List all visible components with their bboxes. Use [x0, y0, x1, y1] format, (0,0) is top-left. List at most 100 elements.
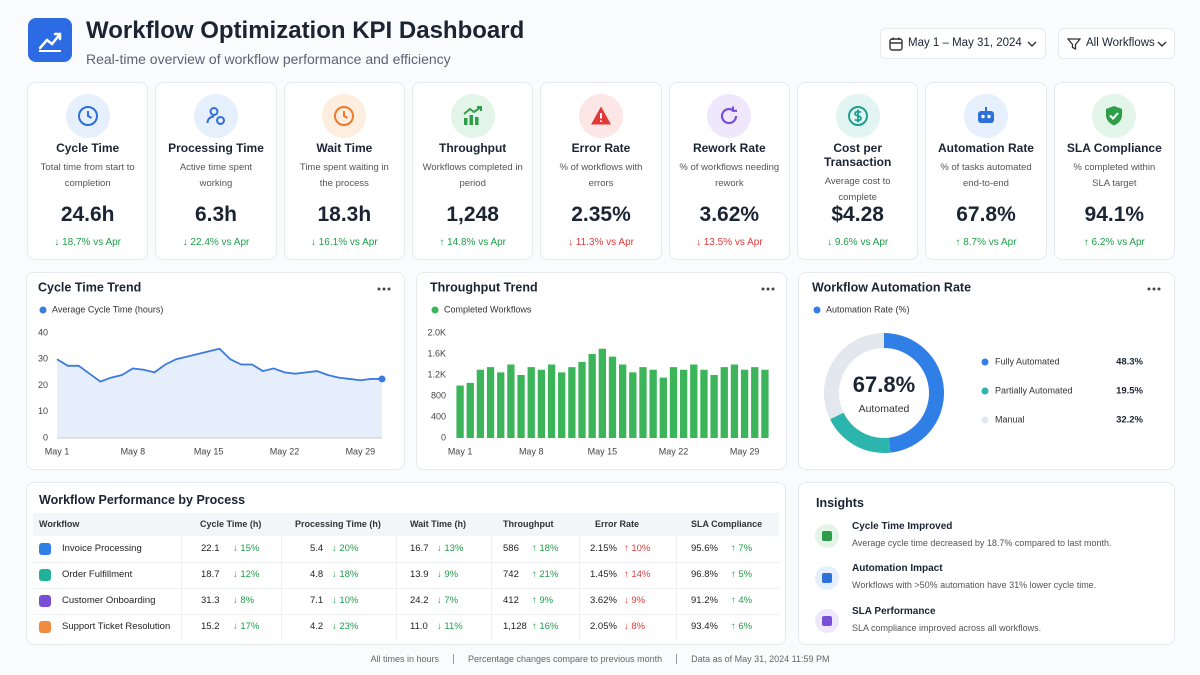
cell-value: 4.8	[310, 569, 324, 580]
kpi-text: Automation Rate % of tasks automated end-…	[935, 141, 1036, 192]
kpi-value: 94.1%	[1084, 203, 1145, 226]
icon-glyph	[334, 106, 355, 126]
icon-glyph	[1106, 106, 1123, 126]
kpi-icon-svg	[463, 106, 482, 125]
cell-change: ↓ 20%	[332, 543, 359, 554]
kpi-title: Cost per Transaction	[823, 141, 892, 169]
cell-value: 5.4	[310, 543, 324, 554]
kpi-change: ↓ 18.7% vs Apr	[54, 237, 122, 248]
kpi-icon-svg	[590, 106, 611, 125]
cell-value: 13.9	[410, 569, 429, 580]
table-title: Workflow Performance by Process	[39, 493, 246, 507]
insight-text: Average cycle time decreased by 18.7% co…	[852, 538, 1112, 548]
cell-change: ↑ 6%	[731, 621, 753, 632]
kpi-title: Processing Time	[168, 141, 264, 155]
kpi-text: Cost per Transaction Average cost to comp…	[807, 141, 908, 206]
cell-change: ↓ 13%	[437, 543, 464, 554]
kpi-value: 1,248	[446, 203, 499, 226]
icon-glyph	[981, 114, 985, 119]
icon-glyph	[822, 573, 832, 583]
cell-change: ↓ 9%	[624, 595, 646, 606]
kpi-change: ↑ 8.7% vs Apr	[955, 237, 1017, 248]
row-icon	[39, 595, 51, 607]
kpi-change: ↓ 13.5% vs Apr	[695, 237, 763, 248]
kpi-description: % completed within SLA target	[1073, 162, 1156, 189]
kpi-title: Automation Rate	[937, 141, 1034, 155]
date-dropdown[interactable]: May 1 – May 31, 2024	[880, 28, 1046, 59]
kpi-title: Throughput	[439, 141, 507, 155]
cell-change: ↓ 10%	[332, 595, 359, 606]
cell-change: ↓ 8%	[624, 621, 646, 632]
insight-glyph	[822, 616, 832, 626]
row-divider	[33, 588, 779, 589]
kpi-description: % of tasks automated end-to-end	[940, 162, 1032, 189]
logo	[28, 18, 72, 62]
icon-glyph	[463, 106, 482, 115]
kpi-card: Processing Time Active time spent working…	[155, 82, 277, 260]
kpi-icon	[193, 94, 238, 138]
kpi-value: 18.3h	[317, 203, 372, 226]
filter-dropdown[interactable]: All Workflows	[1058, 28, 1175, 59]
icon-glyph	[474, 117, 479, 125]
chevron	[1157, 41, 1167, 47]
icon-glyph	[86, 111, 92, 119]
kpi-value: 24.6h	[60, 203, 115, 226]
kpi-title: Cycle Time	[56, 141, 120, 155]
cell-change: ↓ 15%	[233, 543, 260, 554]
kpi-description: % of workflows needing rework	[679, 162, 780, 189]
cell-change: ↑ 9%	[532, 595, 554, 606]
cell-value: 95.6%	[691, 543, 718, 554]
icon-glyph	[721, 106, 738, 125]
cell-value: 412	[503, 595, 519, 606]
calendar-icon	[889, 37, 903, 51]
footer: All times in hours Percentage changes com…	[0, 654, 1200, 664]
footer-separator	[452, 654, 454, 664]
chart-panel	[26, 272, 405, 470]
kpi-description: Workflows completed in period	[422, 162, 523, 189]
chart-panel	[798, 272, 1175, 470]
cell-value: 586	[503, 543, 519, 554]
icon-glyph	[987, 114, 991, 119]
kpi-value: 67.8%	[956, 203, 1016, 226]
cell-value: 3.62%	[590, 595, 617, 606]
icon-glyph	[853, 109, 862, 123]
cell-change: ↓ 7%	[437, 595, 459, 606]
kpi-card: Cycle Time Total time from start to compl…	[27, 82, 149, 260]
kpi-change: ↓ 11.3% vs Apr	[568, 237, 634, 248]
icon-glyph	[847, 106, 868, 126]
row-icon	[39, 543, 51, 555]
footer-separator	[676, 654, 678, 664]
cell-change: ↓ 23%	[332, 621, 359, 632]
cell-value: 18.7	[201, 569, 220, 580]
kpi-icon-svg	[206, 107, 225, 125]
cell-change: ↓ 8%	[233, 595, 255, 606]
kpi-change: ↑ 14.8% vs Apr	[439, 237, 507, 248]
kpi-icon-svg	[77, 106, 98, 126]
table-header-bg	[33, 513, 779, 536]
cell-value: 16.7	[410, 543, 429, 554]
logo-icon	[38, 32, 62, 52]
cell-change: ↑ 7%	[731, 543, 753, 554]
kpi-card: SLA Compliance % completed within SLA tar…	[1053, 82, 1175, 260]
filter-label: All Workflows	[1086, 37, 1155, 49]
kpi-icon-svg	[847, 106, 868, 126]
icon-glyph	[77, 106, 98, 126]
cell-change: ↑ 18%	[532, 543, 559, 554]
kpi-card: Cost per Transaction Average cost to comp…	[797, 82, 919, 260]
cell-change: ↑ 21%	[532, 569, 559, 580]
insight-icon	[815, 609, 839, 633]
kpi-card: Error Rate % of workflows with errors 2.35…	[540, 82, 662, 260]
kpi-value: $4.28	[831, 203, 884, 226]
insight-text: Workflows with >50% automation have 31% …	[852, 580, 1097, 590]
cell-change: ↑ 4%	[731, 595, 753, 606]
insight-title: Automation Impact	[852, 563, 943, 574]
icon-glyph	[343, 111, 349, 119]
kpi-title: Rework Rate	[692, 141, 766, 155]
kpi-text: Cycle Time Total time from start to compl…	[37, 141, 138, 192]
cell-value: 1.45%	[590, 569, 617, 580]
kpi-icon	[1092, 94, 1137, 138]
kpi-icon-svg	[334, 106, 355, 126]
kpi-change: ↑ 6.2% vs Apr	[1083, 237, 1145, 248]
kpi-card: Rework Rate % of workflows needing rework…	[668, 82, 790, 260]
